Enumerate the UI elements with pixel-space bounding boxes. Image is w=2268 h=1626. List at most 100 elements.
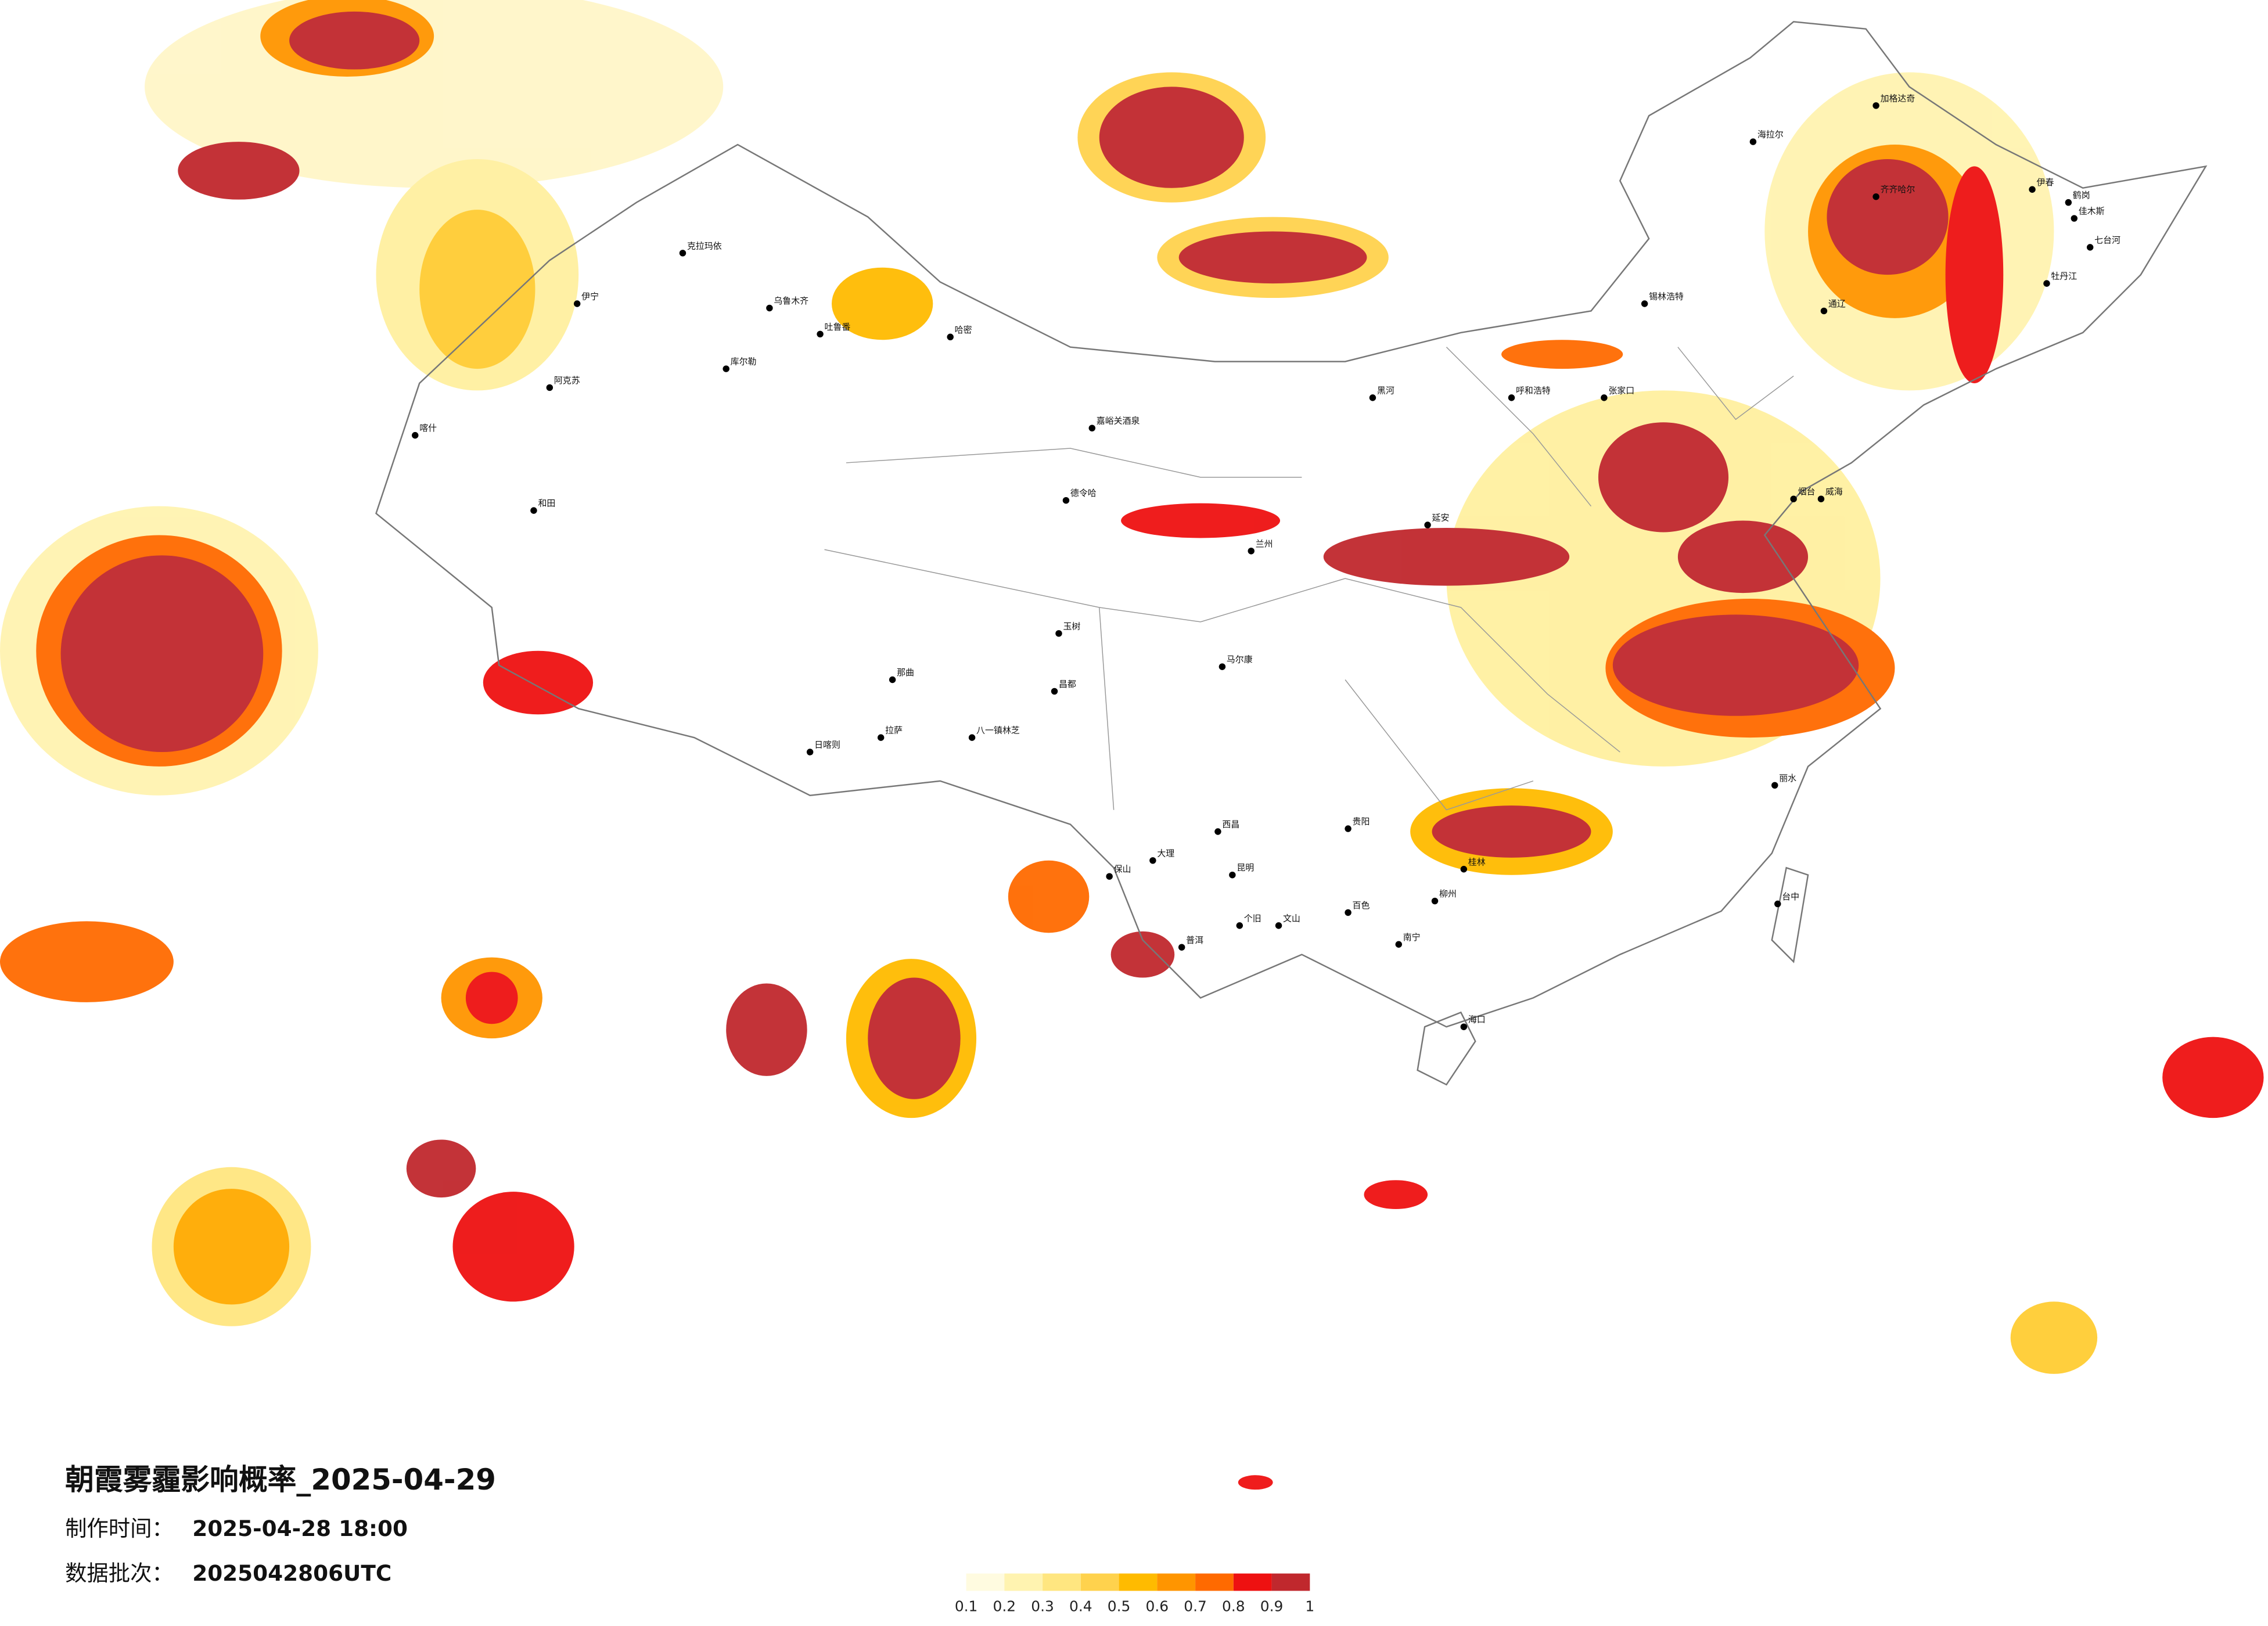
city-label: 阿克苏 — [554, 375, 580, 386]
haze-area — [1827, 159, 1949, 275]
batch: 2025042806UTC — [192, 1560, 391, 1586]
haze-area — [173, 1189, 290, 1305]
city-dot — [2043, 280, 2050, 287]
city-label: 丽水 — [1779, 773, 1796, 783]
haze-area — [1110, 931, 1175, 978]
haze-area — [1501, 340, 1623, 369]
city-dot — [679, 250, 686, 257]
haze-area — [726, 983, 807, 1076]
city-label: 张家口 — [1608, 385, 1634, 395]
batch-label: 数据批次： — [65, 1560, 174, 1586]
city-dot — [1872, 102, 1879, 109]
city-dot — [1219, 663, 1226, 670]
city-dot — [1051, 688, 1058, 695]
city-label: 德令哈 — [1070, 488, 1097, 498]
city-dot — [1062, 497, 1070, 504]
made-label: 制作时间： — [65, 1516, 174, 1541]
city-dot — [1345, 825, 1352, 832]
legend-tick-label: 0.2 — [993, 1598, 1016, 1614]
city-dot — [1106, 873, 1113, 880]
haze-area — [178, 142, 300, 200]
city-label: 克拉玛依 — [687, 240, 722, 251]
city-dot — [817, 330, 824, 338]
city-dot — [968, 734, 976, 741]
city-dot — [1055, 630, 1062, 637]
haze-area — [831, 267, 933, 340]
haze-area — [483, 650, 594, 715]
haze-area — [60, 555, 264, 753]
haze-area — [1238, 1475, 1273, 1490]
city-dot — [1149, 857, 1156, 864]
haze-layer — [0, 0, 2264, 1490]
city-label: 百色 — [1353, 900, 1370, 911]
city-label: 文山 — [1283, 913, 1300, 923]
city-dot — [1345, 909, 1352, 916]
city-dot — [2065, 199, 2072, 206]
legend-swatch — [966, 1573, 1005, 1591]
haze-area — [2010, 1301, 2098, 1374]
city-label: 桂林 — [1468, 857, 1486, 867]
island-border — [1417, 1011, 1476, 1086]
legend-swatch — [1119, 1573, 1158, 1591]
haze-area — [1677, 520, 1809, 593]
city-dot — [1872, 193, 1879, 200]
city-dot — [1771, 782, 1778, 789]
city-label: 伊春 — [2037, 177, 2054, 188]
legend-swatch — [1080, 1573, 1119, 1591]
haze-area — [289, 11, 420, 70]
haze-area — [868, 977, 961, 1099]
city-label: 鹤岗 — [2073, 190, 2090, 200]
city-dot — [2029, 186, 2036, 193]
legend-swatch — [1233, 1573, 1272, 1591]
city-label: 南宁 — [1403, 932, 1421, 942]
city-label: 齐齐哈尔 — [1881, 184, 1915, 195]
haze-area — [1612, 614, 1859, 716]
city-dot — [766, 304, 773, 312]
city-dot — [1460, 1023, 1468, 1030]
legend-swatch — [1043, 1573, 1081, 1591]
haze-area — [1323, 528, 1570, 586]
legend: 0.1 0.2 0.3 0.4 0.5 0.6 0.7 0.8 0.9 1 — [955, 1573, 1314, 1614]
city-dot — [1431, 897, 1439, 905]
city-label: 玉树 — [1063, 621, 1080, 631]
haze-area — [419, 210, 535, 369]
city-label: 西昌 — [1222, 819, 1239, 830]
legend-tick-label: 0.1 — [955, 1598, 978, 1614]
haze-area — [1099, 87, 1244, 188]
haze-area — [2162, 1037, 2264, 1118]
city-label: 马尔康 — [1227, 654, 1253, 665]
haze-area — [1008, 860, 1090, 933]
city-label: 七台河 — [2094, 235, 2120, 245]
city-dot — [1790, 495, 1797, 502]
city-dot — [546, 384, 553, 391]
city-dot — [877, 734, 885, 741]
haze-area — [1432, 805, 1591, 858]
city-label: 哈密 — [955, 325, 972, 335]
city-label: 日喀则 — [814, 740, 840, 750]
city-dot — [1774, 900, 1781, 908]
city-label: 烟台 — [1798, 487, 1816, 497]
haze-area — [1598, 422, 1729, 533]
made-time: 2025-04-28 18:00 — [192, 1516, 408, 1541]
city-dot — [1601, 394, 1608, 401]
city-dot — [1820, 307, 1828, 315]
haze-area — [1121, 503, 1281, 538]
legend-tick-label: 0.3 — [1031, 1598, 1054, 1614]
city-dot — [947, 333, 954, 341]
city-label: 库尔勒 — [731, 357, 757, 367]
city-label: 喀什 — [419, 423, 437, 433]
legend-swatch — [1195, 1573, 1234, 1591]
legend-tick-label: 0.4 — [1069, 1598, 1092, 1614]
title: 朝霞雾霾影响概率_2025-04-29 — [65, 1463, 496, 1497]
city-label: 贵阳 — [1353, 816, 1370, 827]
city-dot — [2071, 215, 2078, 222]
city-label: 伊宁 — [581, 292, 599, 302]
city-dot — [1178, 944, 1185, 951]
city-dot — [889, 676, 896, 684]
legend-swatch — [1004, 1573, 1043, 1591]
city-dot — [1641, 300, 1648, 307]
city-label: 牡丹江 — [2051, 271, 2077, 282]
city-dot — [1236, 922, 1243, 929]
haze-area — [452, 1192, 574, 1302]
city-label: 呼和浩特 — [1516, 385, 1551, 395]
